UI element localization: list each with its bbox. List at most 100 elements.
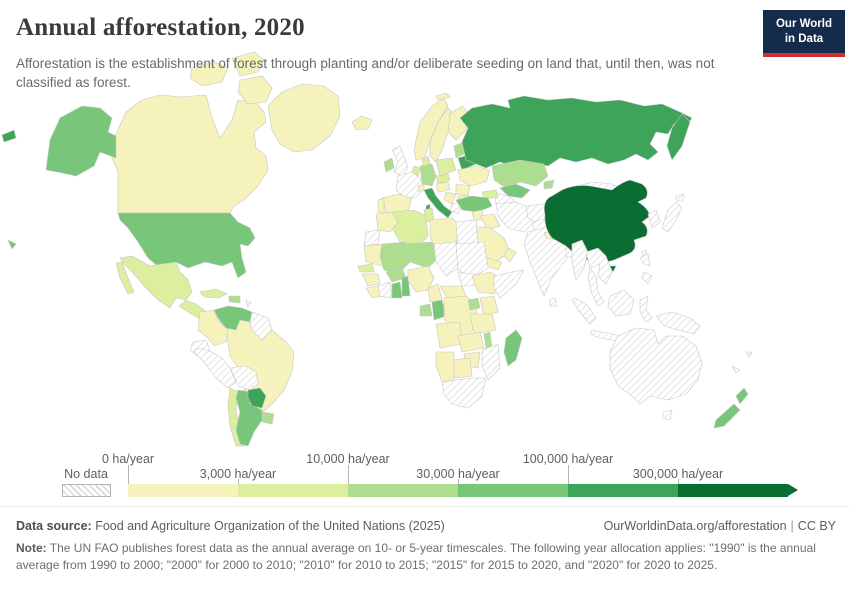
country-benelux[interactable] — [411, 165, 421, 177]
country-new-guinea[interactable] — [655, 311, 701, 335]
country-niger[interactable] — [405, 241, 439, 269]
country-indochina[interactable] — [585, 247, 613, 285]
legend-bin-0[interactable] — [128, 484, 238, 497]
country-ukraine[interactable] — [457, 165, 491, 187]
country-koreas[interactable] — [647, 209, 661, 229]
country-madagascar[interactable] — [503, 329, 523, 367]
country-austria-hungary[interactable] — [435, 181, 451, 193]
country-chad[interactable] — [433, 241, 459, 277]
country-yemen[interactable] — [485, 257, 503, 271]
country-sri-lanka[interactable] — [549, 297, 558, 307]
country-guyanas[interactable] — [249, 311, 273, 341]
country-senegal[interactable] — [357, 263, 375, 273]
country-iceland[interactable] — [351, 115, 373, 131]
country-hainan[interactable] — [609, 265, 617, 273]
legend-no-data-swatch[interactable] — [62, 484, 111, 497]
country-ireland[interactable] — [383, 157, 395, 173]
country-norway[interactable] — [413, 97, 449, 161]
country-sumatra[interactable] — [571, 297, 597, 325]
country-united-states[interactable] — [117, 212, 256, 279]
country-cameroon[interactable] — [427, 283, 443, 303]
country-united-kingdom[interactable] — [391, 145, 409, 177]
country-turkey[interactable] — [455, 195, 493, 213]
country-mozambique[interactable] — [481, 343, 501, 381]
country-japan[interactable] — [661, 201, 683, 233]
country-new-caledonia[interactable] — [731, 365, 741, 374]
country-botswana[interactable] — [451, 357, 473, 379]
country-new-zealand-south[interactable] — [713, 403, 741, 429]
country-sudan[interactable] — [455, 241, 489, 279]
country-tanzania[interactable] — [469, 313, 497, 335]
country-oman[interactable] — [503, 247, 517, 263]
country-gabon[interactable] — [419, 303, 433, 317]
owid-logo[interactable]: Our World in Data — [763, 10, 845, 57]
country-south-africa[interactable] — [441, 377, 487, 409]
country-hawaii[interactable] — [7, 239, 17, 250]
country-canadian-arctic-islands[interactable] — [189, 61, 229, 87]
country-sulawesi[interactable] — [639, 295, 653, 323]
country-borneo[interactable] — [607, 289, 635, 317]
country-uruguay[interactable] — [261, 411, 275, 425]
country-denmark[interactable] — [421, 155, 431, 167]
country-tasmania[interactable] — [661, 409, 673, 421]
country-iran[interactable] — [495, 201, 535, 233]
country-colombia[interactable] — [197, 309, 229, 347]
country-morocco[interactable] — [375, 211, 399, 233]
country-hispaniola[interactable] — [228, 295, 241, 304]
country-zambia[interactable] — [457, 331, 485, 353]
country-malawi[interactable] — [483, 331, 493, 349]
country-svalbard[interactable] — [435, 92, 451, 101]
country-canadian-arctic-islands[interactable] — [237, 75, 273, 105]
country-benin-togo[interactable] — [401, 275, 411, 297]
country-venezuela[interactable] — [213, 305, 253, 331]
legend-bin-3[interactable] — [458, 484, 568, 497]
country-baja-mexico[interactable] — [115, 261, 135, 295]
country-mali[interactable] — [379, 241, 411, 275]
country-romania[interactable] — [455, 183, 471, 197]
country-balkans[interactable] — [443, 191, 457, 205]
country-ghana[interactable] — [391, 281, 403, 299]
country-greenland[interactable] — [267, 83, 341, 153]
country-philippines-south[interactable] — [641, 271, 653, 285]
legend-bin-5[interactable] — [678, 484, 788, 497]
legend-bin-4[interactable] — [568, 484, 678, 497]
country-peru[interactable] — [193, 347, 237, 389]
country-germany[interactable] — [419, 163, 437, 187]
country-cuba[interactable] — [199, 288, 228, 299]
country-fiji[interactable] — [745, 351, 753, 358]
country-switzerland[interactable] — [417, 183, 425, 192]
country-poland[interactable] — [435, 157, 457, 177]
country-philippines[interactable] — [639, 253, 651, 267]
country-cote-divoire[interactable] — [377, 281, 393, 299]
country-malay-peninsula[interactable] — [587, 267, 605, 307]
country-chukotka-wrap[interactable] — [1, 129, 17, 143]
country-new-zealand-north[interactable] — [735, 387, 749, 405]
country-namibia[interactable] — [435, 351, 455, 383]
country-mexico[interactable] — [119, 255, 193, 309]
country-bolivia[interactable] — [229, 365, 259, 391]
country-guinea[interactable] — [361, 273, 381, 287]
country-lesser-antilles[interactable] — [245, 299, 252, 308]
country-somalia[interactable] — [493, 269, 525, 299]
country-canada[interactable] — [111, 94, 269, 214]
country-kamchatka[interactable] — [666, 113, 691, 161]
country-canadian-arctic-islands[interactable] — [231, 51, 265, 77]
country-caucasus[interactable] — [481, 189, 499, 199]
country-kazakhstan[interactable] — [491, 159, 549, 189]
country-kyrgyzstan[interactable] — [543, 179, 555, 190]
country-portugal[interactable] — [377, 197, 385, 215]
country-western-sahara[interactable] — [363, 229, 381, 247]
country-uzbekistan[interactable] — [499, 183, 531, 199]
legend-bin-1[interactable] — [238, 484, 348, 497]
country-uganda[interactable] — [467, 297, 481, 311]
country-paraguay[interactable] — [247, 387, 267, 409]
country-kenya[interactable] — [479, 295, 499, 317]
country-alaska[interactable] — [45, 105, 117, 177]
legend-bin-2[interactable] — [348, 484, 458, 497]
country-australia[interactable] — [609, 327, 703, 405]
owid-url-link[interactable]: OurWorldinData.org/afforestation — [603, 519, 787, 533]
country-russia[interactable] — [459, 95, 693, 169]
country-iraq[interactable] — [479, 213, 501, 231]
country-angola[interactable] — [435, 321, 463, 349]
country-italy[interactable] — [423, 187, 453, 219]
